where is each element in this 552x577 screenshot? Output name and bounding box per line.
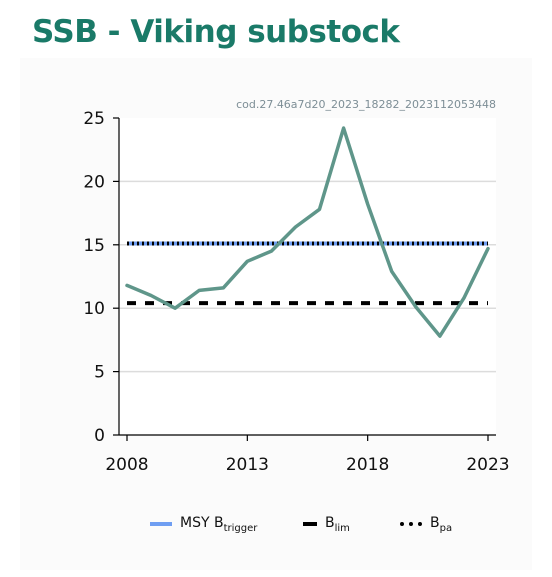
x-tick-label: 2018	[346, 455, 389, 475]
y-tick-label: 20	[83, 172, 105, 192]
plot-area	[119, 118, 496, 435]
legend-label-msy-btrigger: MSY Btrigger	[180, 514, 258, 534]
x-tick-label: 2008	[105, 455, 148, 475]
legend: MSY Btrigger Blim Bpa	[150, 512, 490, 536]
legend-swatch-blim	[303, 522, 317, 526]
reference-lines	[127, 241, 488, 306]
legend-item-blim: Blim	[303, 512, 350, 536]
grid-lines	[119, 118, 496, 435]
legend-label-bpa: Bpa	[430, 514, 453, 534]
legend-item-bpa: Bpa	[400, 512, 452, 536]
y-tick-label: 5	[94, 363, 105, 383]
x-tick-label: 2023	[466, 455, 509, 475]
y-tick-label: 15	[83, 236, 105, 256]
legend-swatch-bpa	[400, 522, 422, 526]
axes: 0 5 10 15 20 25 2008 2013 2018 2023	[83, 109, 509, 475]
ssb-series-line	[125, 126, 490, 338]
legend-label-blim: Blim	[325, 514, 350, 534]
x-tick-label: 2013	[226, 455, 269, 475]
legend-swatch-msy-btrigger	[150, 522, 172, 526]
y-tick-label: 25	[83, 109, 105, 129]
y-tick-label: 10	[83, 299, 105, 319]
plot-identifier: cod.27.46a7d20_2023_18282_2023112053448	[236, 98, 496, 111]
chart-title: SSB - Viking substock	[32, 14, 400, 50]
legend-item-msy-btrigger: MSY Btrigger	[150, 512, 257, 536]
y-tick-label: 0	[94, 426, 105, 446]
data-series	[125, 126, 490, 338]
